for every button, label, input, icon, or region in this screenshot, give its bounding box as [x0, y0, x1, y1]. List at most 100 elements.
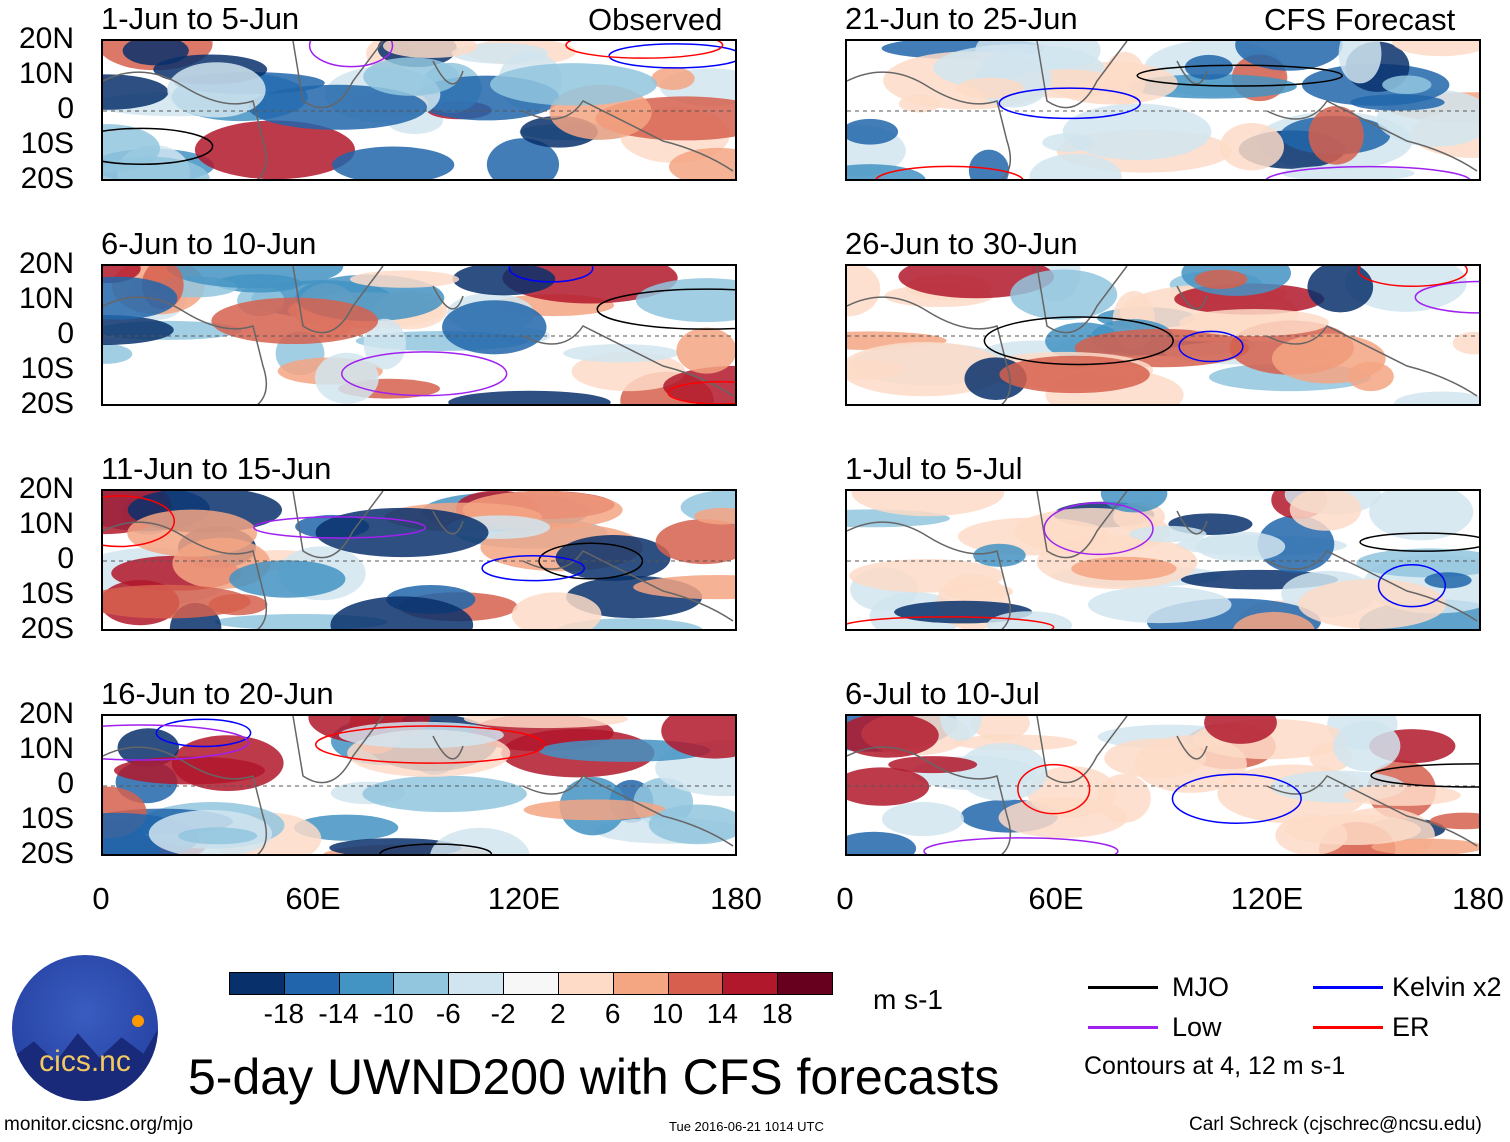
figure-title: 5-day UWND200 with CFS forecasts [188, 1049, 1000, 1105]
lat-tick: 20S [20, 387, 74, 420]
coastline [847, 716, 1478, 854]
coastline [103, 491, 734, 629]
legend-line-er [1313, 1026, 1383, 1029]
wind-anomaly-blob [103, 584, 251, 619]
wind-anomaly-blob [229, 560, 346, 598]
panel-title: 1-Jul to 5-Jul [845, 451, 1023, 486]
wind-anomaly-blob [1424, 572, 1472, 589]
wind-anomaly-blob [442, 300, 547, 355]
wave-contour [596, 288, 735, 330]
wave-contour [1265, 165, 1471, 179]
wind-anomaly-blob [663, 365, 735, 404]
author: Carl Schreck (cjschrec@ncsu.edu) [1189, 1114, 1482, 1135]
wind-anomaly-blob [103, 344, 133, 364]
wind-anomaly-blob [1042, 133, 1094, 152]
wave-contour [481, 555, 586, 582]
lon-tick: 60E [1028, 881, 1084, 916]
wind-anomaly-blob [1284, 814, 1421, 846]
wind-anomaly-blob [362, 775, 527, 813]
wind-anomaly-blob [847, 266, 881, 317]
wind-anomaly-blob [1219, 122, 1285, 171]
wind-anomaly-blob [1087, 586, 1232, 624]
wind-anomaly-blob [314, 352, 379, 404]
wind-anomaly-blob [330, 596, 474, 629]
wind-anomaly-blob [103, 74, 169, 110]
wave-contour [608, 43, 735, 69]
wind-anomaly-blob [1371, 838, 1479, 854]
wind-anomaly-blob [1394, 391, 1479, 404]
wind-anomaly-blob [1029, 153, 1122, 179]
wind-anomaly-blob [1184, 54, 1233, 80]
colorbar-label: -2 [490, 998, 516, 1029]
source-url[interactable]: monitor.cicsnc.org/mjo [4, 1114, 194, 1135]
lat-tick: 20N [18, 472, 74, 505]
colorbar-swatch [777, 972, 833, 995]
wind-anomaly-blob [849, 559, 1004, 593]
panel-title: 16-Jun to 20-Jun [101, 676, 334, 711]
lat-tick: 20S [20, 837, 74, 870]
legend-label: ER [1392, 1012, 1430, 1042]
colorbar-label: -10 [373, 998, 414, 1029]
colorbar-swatch [503, 972, 559, 995]
panel-title: 1-Jun to 5-Jun [101, 1, 300, 36]
wind-anomaly-blob [329, 838, 462, 854]
wave-contour [314, 725, 546, 764]
wave-contour [103, 495, 176, 548]
wind-anomaly-blob [694, 507, 735, 525]
timestamp: Tue 2016-06-21 1014 UTC [669, 1119, 824, 1134]
wave-contour [341, 351, 508, 397]
wave-contour [1370, 763, 1479, 788]
wave-contour [847, 616, 1055, 629]
wave-contour [379, 843, 493, 854]
wind-anomaly-blob [1128, 525, 1207, 543]
wind-anomaly-blob [668, 147, 735, 179]
lat-tick: 20N [18, 22, 74, 55]
wind-anomaly-blob [194, 120, 356, 179]
wind-anomaly-blob [1344, 266, 1467, 312]
wave-contour [1136, 64, 1343, 87]
wind-anomaly-blob [970, 716, 1030, 741]
wave-contour [983, 316, 1174, 366]
wind-anomaly-blob [363, 57, 460, 96]
lon-tick: 60E [285, 881, 341, 916]
lat-tick: 0 [57, 92, 74, 125]
wind-anomaly-blob [956, 77, 1024, 99]
legend-line-low [1088, 1026, 1158, 1029]
wind-anomaly-blob [956, 743, 1048, 801]
wind-anomaly-blob [1232, 611, 1315, 629]
wave-contour [923, 837, 1119, 854]
coastline [103, 41, 734, 179]
wave-contour [508, 266, 594, 283]
wind-anomaly-blob [1289, 491, 1362, 531]
map-panel [101, 714, 737, 856]
colorbar-label: -6 [435, 998, 461, 1029]
wave-contour [308, 41, 394, 68]
coastline [847, 41, 1478, 179]
wind-anomaly-blob [1062, 103, 1212, 161]
wave-contour [103, 127, 214, 166]
wind-anomaly-blob [103, 276, 178, 320]
lat-tick: 10N [18, 507, 74, 540]
wind-anomaly-blob [113, 756, 266, 785]
lat-tick: 10S [20, 352, 74, 385]
colorbar-swatch [722, 972, 779, 995]
colorbar-swatch [393, 972, 450, 995]
panel-title: 21-Jun to 25-Jun [845, 1, 1078, 36]
wind-anomaly-blob [315, 507, 489, 558]
legend-line-kelvin [1313, 986, 1383, 989]
coastline [103, 716, 734, 854]
wind-anomaly-blob [1333, 720, 1401, 772]
wind-anomaly-blob [1298, 579, 1447, 629]
wind-anomaly-blob [511, 592, 602, 629]
wind-anomaly-blob [676, 327, 735, 374]
wind-anomaly-blob [349, 270, 460, 288]
lat-tick: 0 [57, 542, 74, 575]
wind-anomaly-blob [1308, 106, 1364, 165]
colorbar-swatch [667, 972, 724, 995]
wave-contour [253, 516, 427, 539]
colorbar-label: 6 [604, 998, 621, 1029]
lat-tick: 10S [20, 127, 74, 160]
wind-anomaly-blob [248, 84, 428, 130]
coastline [103, 266, 734, 404]
wind-anomaly-blob [999, 355, 1150, 394]
